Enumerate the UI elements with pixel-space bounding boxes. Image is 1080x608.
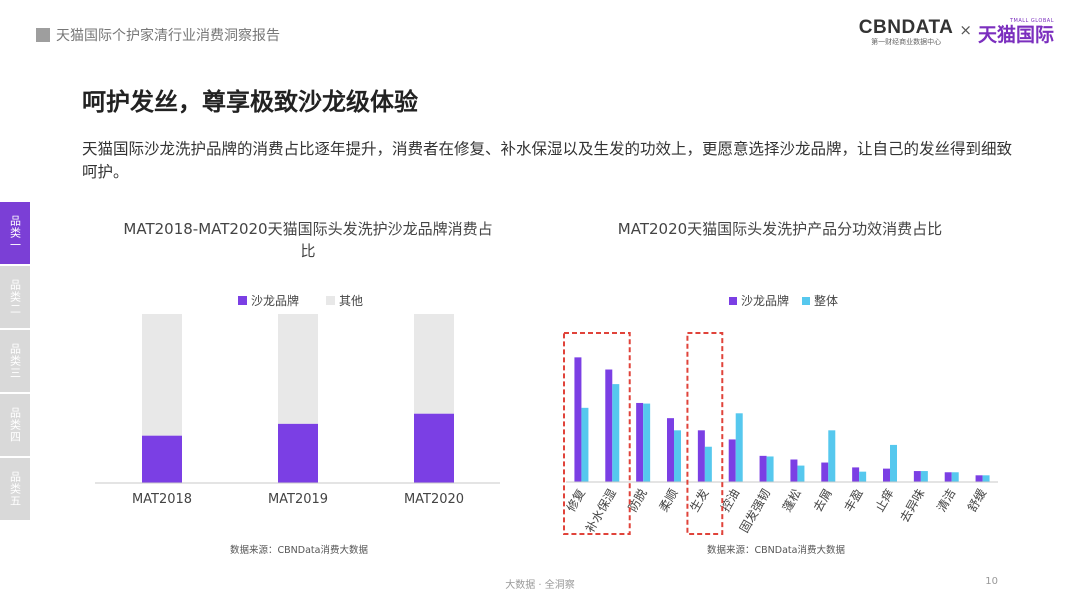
- chart2-bar-overall-8: [828, 430, 836, 482]
- chart2-bar-salon-1: [605, 369, 613, 482]
- chart2-bar-salon-4: [697, 430, 705, 482]
- chart1-source: 数据来源：CBNData消费大数据: [230, 545, 368, 556]
- logo-area: CBNDATA 第一财经商业数据中心 × TMALL GLOBAL 天猫国际: [859, 18, 1054, 52]
- chart2-bar-salon-5: [728, 439, 736, 482]
- footer-tagline: 大数据 · 全洞察: [505, 580, 575, 591]
- tmall-logo-en: TMALL GLOBAL: [1009, 18, 1054, 24]
- chart2-bar-overall-3: [674, 430, 681, 482]
- chart1-legend-other-label: 其他: [339, 294, 363, 308]
- sidebar-item-label: 品类四: [8, 407, 22, 443]
- chart2-tick-label: 防脱: [625, 486, 650, 514]
- page-number: 10: [985, 576, 998, 587]
- chart2-tick-label: 止痒: [872, 486, 897, 514]
- chart2-tick-label: 蓬松: [780, 487, 804, 515]
- chart2-bar-salon-7: [790, 459, 798, 482]
- chart2-bar-salon-12: [944, 472, 952, 482]
- chart2-bar-overall-12: [951, 472, 959, 482]
- sidebar-item-label: 品类二: [8, 279, 22, 315]
- chart2-bar-salon-10: [883, 468, 890, 482]
- chart2-bar-salon-11: [913, 471, 921, 482]
- chart2-legend-salon-label: 沙龙品牌: [741, 294, 789, 308]
- header-square-icon: [36, 28, 50, 42]
- chart2-bar-overall-13: [982, 475, 990, 482]
- tmall-logo-cn: 天猫国际: [977, 24, 1054, 46]
- chart2-legend-salon-swatch: [729, 297, 737, 305]
- chart1-bar-salon-mat2020: [414, 413, 454, 483]
- sidebar-item-category-3[interactable]: 品类三: [0, 330, 30, 392]
- chart1-bar-salon-mat2018: [142, 435, 182, 483]
- chart2-tick-label: 清洁: [934, 487, 958, 515]
- chart2-bar-salon-9: [852, 467, 860, 482]
- report-title: 天猫国际个护家清行业消费洞察报告: [56, 28, 280, 44]
- chart1-bar-other-mat2020: [414, 314, 454, 414]
- page-description: 天猫国际沙龙洗护品牌的消费占比逐年提升，消费者在修复、补水保湿以及生发的功效上，…: [82, 140, 1013, 181]
- chart1-tick-label: MAT2020: [404, 492, 464, 507]
- chart2-tick-label: 修复: [563, 486, 588, 514]
- chart2-tick-label: 柔顺: [656, 487, 680, 515]
- chart2-title: MAT2020天猫国际头发洗护产品分功效消费占比: [617, 220, 943, 238]
- chart2-bar-salon-8: [821, 462, 829, 482]
- chart2-bar-overall-0: [581, 407, 589, 482]
- chart2-legend-overall-label: 整体: [814, 293, 838, 308]
- chart2-tick-label: 生发: [686, 486, 711, 514]
- sidebar-item-label: 品类五: [8, 471, 22, 507]
- tmall-global-logo: TMALL GLOBAL 天猫国际: [978, 18, 1054, 46]
- page-heading: 呵护发丝，尊享极致沙龙级体验: [82, 88, 418, 116]
- chart1-legend-salon-label: 沙龙品牌: [251, 294, 299, 308]
- chart2-bar-overall-6: [766, 456, 774, 482]
- chart2-bar-overall-7: [797, 465, 805, 482]
- chart2-highlight-box-1: [563, 332, 631, 535]
- chart1-legend-salon-swatch: [238, 296, 247, 305]
- sidebar-item-category-2[interactable]: 品类二: [0, 266, 30, 328]
- cbndata-logo-text: CBNDATA: [858, 17, 954, 38]
- sidebar-category-tabs: 品类一 品类二 品类三 品类四 品类五: [0, 202, 30, 522]
- chart2-bar-overall-10: [890, 444, 897, 482]
- chart2-tick-label: 去异味: [897, 487, 927, 525]
- chart1-bar-other-mat2018: [142, 314, 182, 436]
- chart2-bar-overall-11: [920, 471, 928, 482]
- sidebar-item-category-4[interactable]: 品类四: [0, 394, 30, 456]
- chart2-bar-salon-3: [667, 418, 674, 482]
- chart1-tick-label: MAT2019: [268, 492, 328, 507]
- logo-separator: ×: [959, 21, 972, 39]
- chart2-bar-overall-4: [704, 446, 712, 482]
- chart2-bar-salon-2: [636, 402, 644, 482]
- sidebar-item-category-1[interactable]: 品类一: [0, 202, 30, 264]
- cbndata-logo: CBNDATA 第一财经商业数据中心: [859, 18, 954, 47]
- chart1-legend-other-swatch: [326, 296, 335, 305]
- chart2-source: 数据来源：CBNData消费大数据: [707, 545, 845, 556]
- chart2-legend-overall-swatch: [802, 297, 810, 305]
- chart2-highlight-box-2: [686, 332, 724, 535]
- chart2-bar-overall-2: [643, 403, 651, 482]
- chart2-tick-label: 舒缓: [965, 487, 989, 515]
- chart2-tick-label: 去屑: [811, 487, 835, 515]
- sidebar-item-label: 品类一: [8, 215, 22, 251]
- chart2-bar-overall-9: [859, 471, 867, 482]
- chart1-bar-other-mat2019: [278, 314, 318, 424]
- chart2-bar-overall-1: [612, 384, 620, 482]
- sidebar-item-label: 品类三: [8, 343, 22, 379]
- sidebar-item-category-5[interactable]: 品类五: [0, 458, 30, 520]
- chart1-bar-salon-mat2019: [278, 423, 318, 483]
- chart2-tick-label: 丰盈: [842, 487, 866, 515]
- chart2-bar-overall-5: [735, 413, 743, 482]
- chart2-bar-salon-13: [975, 475, 983, 482]
- chart2-bar-salon-0: [574, 357, 582, 482]
- chart2-bar-salon-6: [759, 455, 767, 482]
- chart1-title: MAT2018-MAT2020天猫国际头发洗护沙龙品牌消费占比: [123, 220, 493, 260]
- chart1-tick-label: MAT2018: [132, 492, 192, 507]
- cbndata-logo-subtext: 第一财经商业数据中心: [871, 38, 942, 46]
